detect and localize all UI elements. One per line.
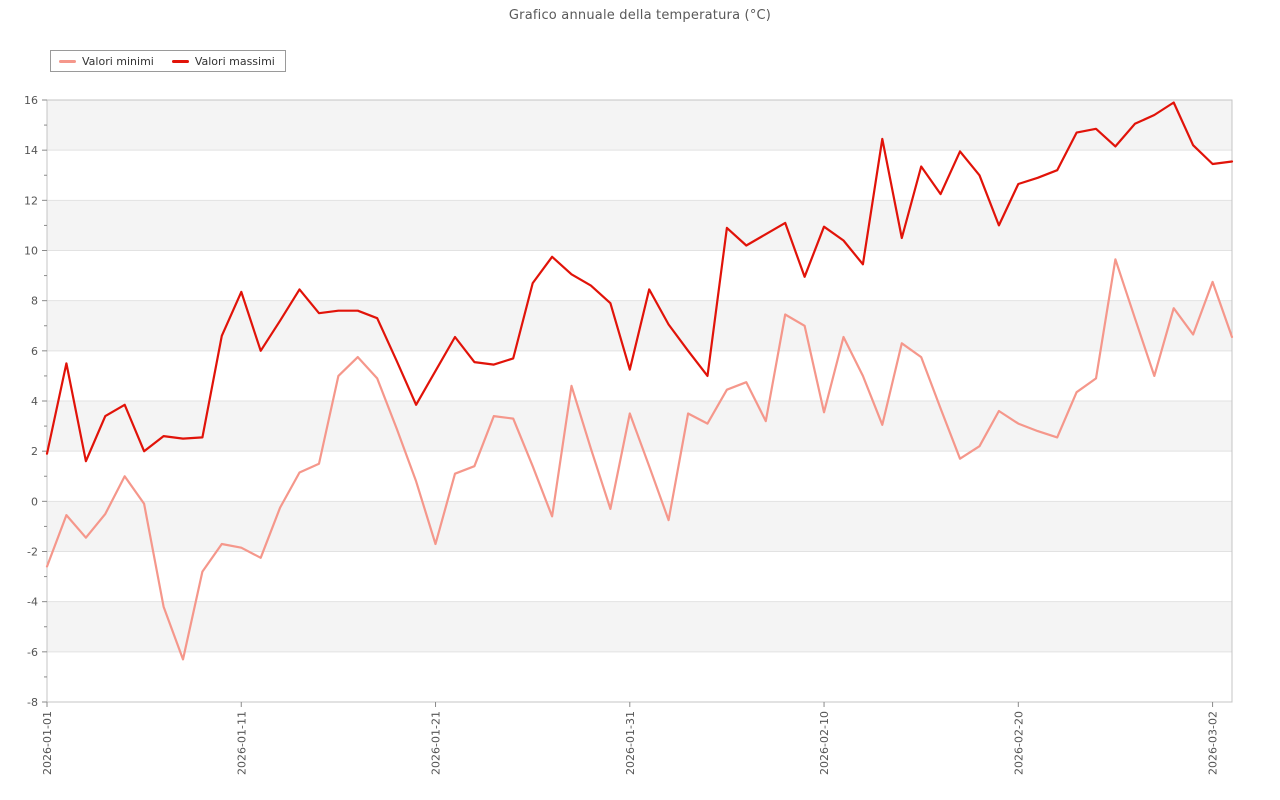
plot-band xyxy=(47,200,1232,251)
legend-item-minimi: Valori minimi xyxy=(59,55,154,68)
series-line-massimi xyxy=(45,101,1234,463)
y-tick-label: 6 xyxy=(31,345,38,358)
minimi-line-swatch xyxy=(59,59,76,63)
y-tick-label: 4 xyxy=(31,395,38,408)
x-tick-label: 2026-01-21 xyxy=(430,711,443,775)
y-tick-label: -8 xyxy=(27,696,38,709)
y-tick-label: -6 xyxy=(27,646,38,659)
x-tick-label: 2026-03-02 xyxy=(1207,711,1220,775)
y-tick-label: -4 xyxy=(27,596,38,609)
x-tick-label: 2026-01-01 xyxy=(41,711,54,775)
y-tick-label: -2 xyxy=(27,546,38,559)
y-tick-label: 0 xyxy=(31,495,38,508)
chart-title: Grafico annuale della temperatura (°C) xyxy=(508,8,772,23)
legend: Valori minimi Valori massimi xyxy=(50,50,286,72)
legend-label-massimi: Valori massimi xyxy=(194,54,275,68)
x-tick-label: 2026-01-11 xyxy=(235,711,248,775)
y-tick-label: 2 xyxy=(31,445,38,458)
plot-band xyxy=(47,401,1232,452)
plot-band xyxy=(47,501,1232,552)
y-tick-label: 16 xyxy=(24,94,38,107)
massimi-line-swatch xyxy=(171,59,189,63)
legend-label-minimi: Valori minimi xyxy=(82,54,154,68)
y-tick-label: 8 xyxy=(31,295,38,308)
x-tick-label: 2026-01-31 xyxy=(624,711,637,775)
series-line-minimi xyxy=(45,258,1234,661)
y-tick-label: 12 xyxy=(24,194,38,207)
x-tick-label: 2026-02-20 xyxy=(1012,711,1025,775)
plot-band xyxy=(47,100,1232,151)
y-tick-label: 14 xyxy=(24,144,38,157)
y-tick-label: 10 xyxy=(24,245,38,258)
legend-item-massimi: Valori massimi xyxy=(171,54,275,68)
x-tick-label: 2026-02-10 xyxy=(818,711,831,775)
plot-band xyxy=(47,601,1232,652)
